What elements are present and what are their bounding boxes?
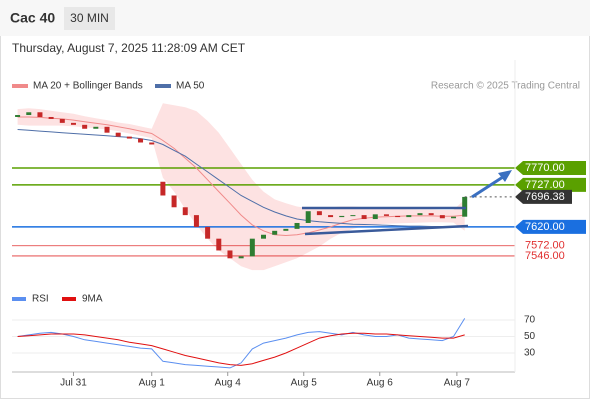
candle [59,118,65,123]
price-panel: MA 20 + Bollinger Bands MA 50 Research © 2… [12,81,586,271]
last-price-box [515,189,572,204]
candle [272,230,278,235]
legend-label: RSI [32,294,49,305]
candle [37,112,43,117]
symbol: Cac 40 [10,10,55,26]
y-tick-label: 50 [524,331,536,342]
candle [149,142,155,145]
candle [160,181,166,196]
candle [26,112,32,116]
rsi-panel: RSI 9MA 70 50 30 Jul 31 Aug 1 Aug 4 Aug 5 Aug 6 Au… [12,294,536,389]
candle [294,222,300,229]
legend-label: MA 20 + Bollinger Bands [33,81,143,92]
x-tick-label: Aug 5 [291,378,318,389]
ma50-line [17,129,465,228]
last-price-label: 7696.38 [525,191,565,203]
ma20-line [17,116,465,237]
legend-swatch [62,297,76,301]
candle [104,126,110,133]
level-label: 7620.00 [525,221,565,233]
candle [439,215,445,219]
y-tick-label: 70 [524,315,536,326]
candle [249,238,255,257]
candle [15,115,21,117]
x-tick-label: Aug 6 [367,378,394,389]
candle [361,215,367,220]
level-label: 7572.00 [525,240,565,252]
candle [451,216,457,219]
source: Research © 2025 Trading Central [431,81,580,92]
candle [328,215,334,218]
rsi-line [17,318,466,369]
interval[interactable]: 30 MIN [70,11,109,25]
level-label-box [515,177,586,192]
candle [182,207,188,216]
candle [417,213,423,216]
bollinger-band [17,103,465,271]
candle [238,256,244,259]
level-label-box [515,219,586,234]
arrow-head [498,170,512,182]
candle [261,234,266,239]
x-tick-label: Aug 4 [215,378,242,389]
interval-box[interactable] [64,7,115,30]
candle [70,122,76,125]
legend-swatch [155,84,171,88]
rsi-line [17,332,465,366]
candle [395,215,401,218]
candle [216,238,222,251]
legend-label: 9MA [82,294,103,305]
candle [372,214,378,220]
candle [126,136,132,139]
candle [138,138,144,143]
candle [171,195,177,208]
level-label: 7546.00 [525,250,565,262]
candle [205,226,211,239]
candle [339,215,345,218]
candle [115,132,121,137]
x-tick-label: Jul 31 [60,378,87,389]
legend-label: MA 50 [176,81,205,92]
support-line [304,224,469,236]
candle [227,250,233,259]
legend-swatch [12,84,28,88]
candle [316,211,322,216]
x-tick-label: Aug 7 [444,378,471,389]
legend-swatch [12,297,26,301]
timestamp: Thursday, August 7, 2025 11:28:09 AM CET [12,41,246,55]
candle [406,215,412,218]
arrow-shaft [471,173,507,199]
annotations [302,170,512,236]
x-tick-label: Aug 1 [139,378,166,389]
y-tick-label: 30 [524,348,536,359]
candle [305,211,311,223]
candle [350,215,356,217]
candle [283,228,289,231]
candle [428,213,434,216]
candle [48,116,54,119]
level-label: 7727.00 [525,179,565,191]
candle [193,215,199,227]
candle [82,124,88,129]
candle [383,214,389,216]
candle [93,126,99,129]
level-label: 7770.00 [525,162,565,174]
level-label-box [515,161,586,176]
